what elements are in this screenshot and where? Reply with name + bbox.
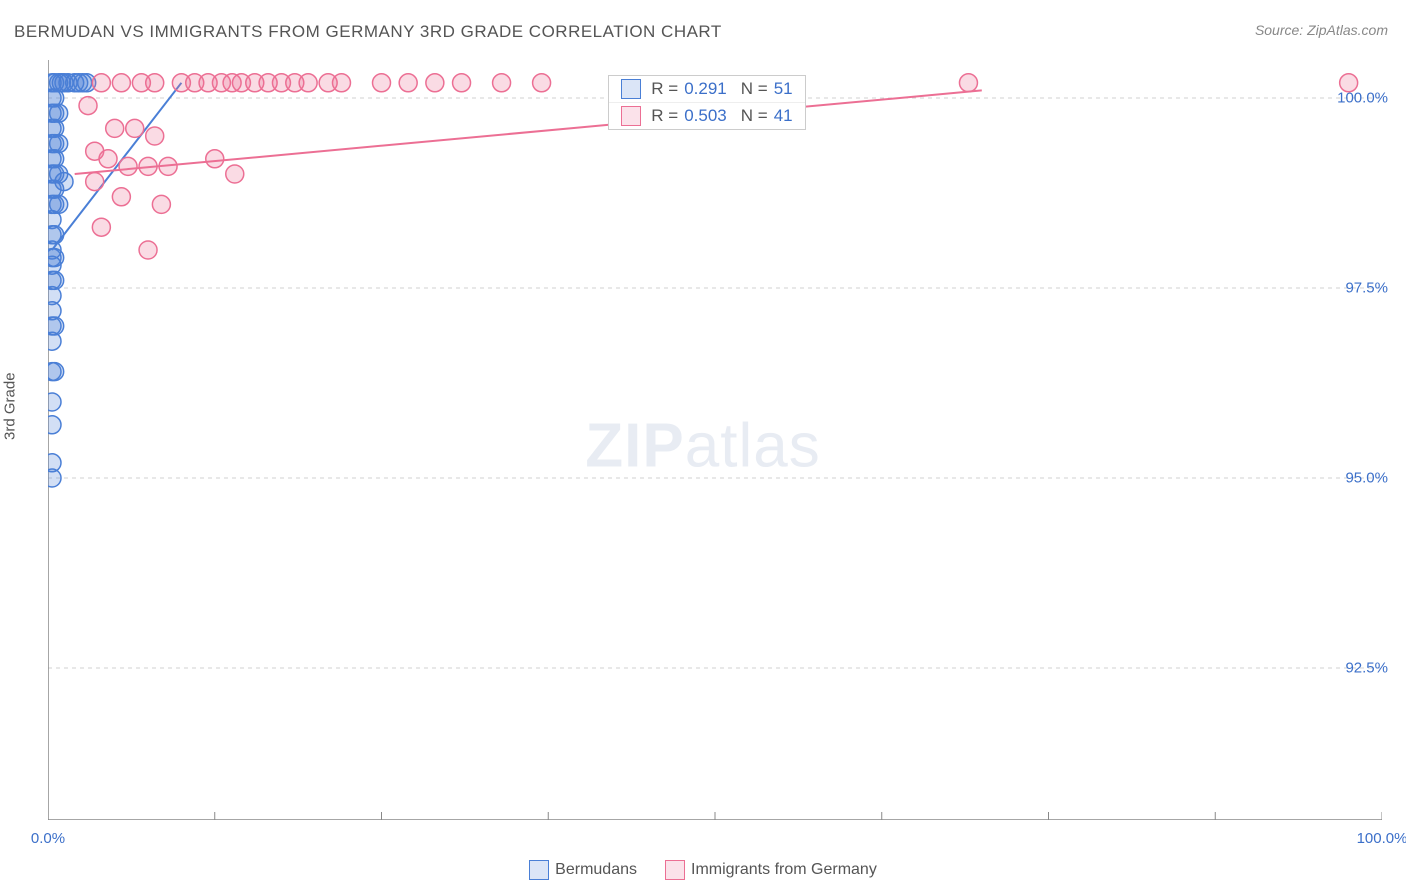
legend-swatch [665, 860, 685, 880]
source-attribution: Source: ZipAtlas.com [1255, 22, 1388, 38]
legend-label: Bermudans [555, 861, 637, 878]
legend-swatch [621, 79, 641, 99]
chart-title: BERMUDAN VS IMMIGRANTS FROM GERMANY 3RD … [14, 22, 722, 42]
y-tick-label: 95.0% [1345, 470, 1388, 487]
legend-swatch [621, 106, 641, 126]
legend-label: Immigrants from Germany [691, 861, 877, 878]
legend-n-label: N = [741, 79, 768, 99]
legend-n-value: 51 [774, 79, 793, 99]
y-tick-label: 97.5% [1345, 280, 1388, 297]
legend-item: Immigrants from Germany [665, 860, 877, 880]
y-tick-label: 100.0% [1337, 90, 1388, 107]
legend-swatch [529, 860, 549, 880]
y-axis-label: 3rd Grade [2, 372, 19, 440]
legend-row: R = 0.503 N = 41 [609, 102, 804, 129]
y-tick-label: 92.5% [1345, 660, 1388, 677]
legend-n-value: 41 [774, 106, 793, 126]
legend-n-label: N = [741, 106, 768, 126]
correlation-legend: R = 0.291 N = 51 R = 0.503 N = 41 [608, 75, 805, 130]
legend-item: Bermudans [529, 860, 637, 880]
chart-container: BERMUDAN VS IMMIGRANTS FROM GERMANY 3RD … [0, 0, 1406, 892]
legend-r-value: 0.291 [684, 79, 727, 99]
legend-r-label: R = [651, 79, 678, 99]
series-legend: Bermudans Immigrants from Germany [0, 860, 1406, 880]
legend-row: R = 0.291 N = 51 [609, 76, 804, 102]
legend-r-label: R = [651, 106, 678, 126]
scatter-plot [48, 60, 1382, 820]
legend-r-value: 0.503 [684, 106, 727, 126]
